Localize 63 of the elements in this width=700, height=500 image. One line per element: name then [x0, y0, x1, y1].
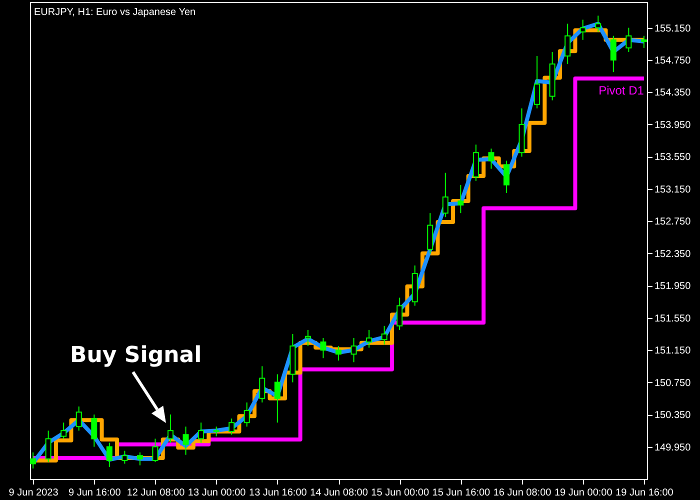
candlestick	[228, 418, 235, 436]
candlestick	[640, 35, 647, 48]
y-tick-label: 153.950	[654, 120, 692, 131]
x-tick-label: 19 Jun 16:00	[616, 488, 674, 498]
candlestick	[182, 426, 189, 456]
x-tick-label: 14 Jun 08:00	[310, 488, 368, 498]
y-tick-label: 151.150	[654, 346, 692, 357]
candlestick	[458, 184, 464, 214]
candlestick	[274, 374, 280, 424]
y-tick-label: 152.750	[654, 216, 692, 228]
candlestick	[45, 430, 52, 463]
candlestick	[350, 337, 357, 363]
candlestick	[488, 148, 494, 170]
y-tick-label: 151.950	[654, 281, 692, 292]
candlestick	[168, 414, 174, 444]
candlestick	[60, 422, 67, 440]
candlestick	[503, 160, 510, 194]
y-tick-label: 155.150	[654, 23, 692, 34]
candlestick	[76, 406, 82, 432]
candlestick	[30, 452, 36, 470]
candlestick	[442, 172, 448, 218]
x-tick-label: 12 Jun 08:00	[126, 488, 186, 498]
candlestick	[534, 55, 540, 109]
candlestick	[91, 414, 98, 448]
candlestick	[381, 325, 388, 345]
y-tick-label: 154.350	[654, 88, 692, 99]
candlestick	[564, 23, 571, 65]
candlestick	[320, 337, 326, 359]
x-tick-label: 16 Jun 08:00	[493, 488, 552, 498]
x-tick-label: 15 Jun 00:00	[371, 488, 430, 498]
x-tick-label: 15 Jun 16:00	[432, 488, 491, 498]
candlestick	[259, 366, 266, 403]
candlestick	[244, 402, 250, 428]
y-tick-label: 153.150	[654, 184, 692, 196]
text: EURJPY, H1: Euro vs Japanese Yen	[34, 7, 196, 18]
y-tick-label: 150.350	[654, 410, 692, 422]
candlestick	[580, 19, 586, 40]
y-tick-label: 150.750	[654, 378, 692, 389]
candlestick	[304, 329, 311, 347]
y-tick-label: 151.550	[654, 313, 692, 324]
candlestick	[595, 15, 602, 32]
annotation: Buy Signal	[70, 343, 202, 369]
candlestick	[366, 329, 372, 348]
x-tick-label: 13 Jun 16:00	[248, 488, 308, 498]
candlestick	[396, 297, 403, 330]
y-tick-label: 154.750	[654, 56, 692, 67]
x-tick-label: 9 Jun 2023	[8, 488, 59, 498]
candlestick	[336, 346, 342, 362]
y-tick-label: 153.550	[654, 152, 692, 164]
candlestick	[626, 27, 632, 52]
candlestick	[213, 426, 220, 437]
candlestick	[152, 438, 158, 463]
x-tick-label: 9 Jun 16:00	[68, 488, 122, 498]
candlestick	[136, 452, 143, 466]
x-tick-label: 13 Jun 00:00	[188, 488, 246, 498]
series-label: Pivot D1	[598, 84, 644, 98]
candlestick	[610, 35, 616, 73]
y-tick-label: 152.350	[654, 248, 692, 260]
candlestick	[122, 450, 128, 464]
x-tick-label: 19 Jun 00:00	[554, 488, 613, 498]
y-tick-label: 149.950	[654, 442, 692, 454]
candlestick	[106, 442, 112, 468]
candlestick	[198, 422, 204, 444]
